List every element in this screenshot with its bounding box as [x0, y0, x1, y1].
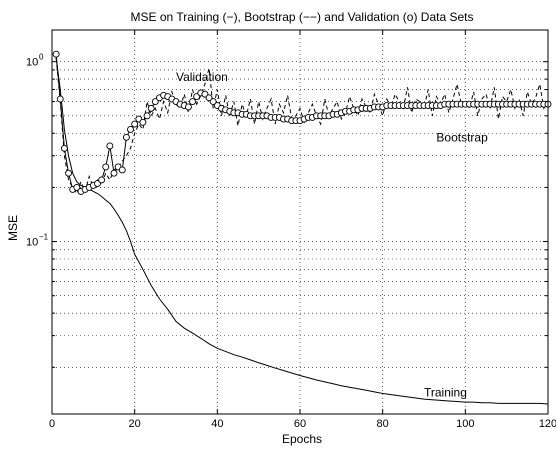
x-tick-label: 60: [294, 418, 306, 430]
annotation-bootstrap: Bootstrap: [436, 130, 488, 144]
grid: [52, 30, 548, 414]
validation-point: [205, 94, 213, 102]
y-tick-label: 10 0: [26, 53, 44, 69]
bootstrap-line: [55, 57, 549, 195]
annotation-validation: Validation: [176, 70, 228, 84]
x-tick-label: 80: [377, 418, 389, 430]
x-tick-label: 100: [456, 418, 474, 430]
x-axis-label: Epochs: [282, 432, 322, 446]
validation-point: [106, 142, 114, 150]
validation-point: [143, 112, 151, 120]
validation-point: [139, 118, 147, 126]
validation-point: [131, 120, 139, 128]
y-tick-label-exponent: −1: [39, 233, 49, 242]
validation-point: [147, 104, 155, 112]
annotation-training: Training: [424, 385, 467, 399]
validation-point: [110, 169, 118, 177]
validation-point: [209, 98, 217, 106]
validation-point: [60, 144, 68, 152]
x-tick-label: 0: [49, 418, 55, 430]
validation-point: [73, 183, 81, 191]
validation-point: [122, 133, 130, 141]
validation-point: [127, 125, 134, 133]
validation-point: [151, 98, 159, 106]
validation-point: [189, 98, 196, 106]
series-layer: [52, 50, 552, 405]
validation-point: [56, 95, 64, 103]
y-axis-label: MSE: [6, 215, 20, 241]
validation-point: [65, 169, 72, 177]
chart-title: MSE on Training (−), Bootstrap (−−) and …: [131, 10, 474, 24]
x-tick-label: 120: [539, 418, 556, 430]
x-tick-label: 40: [211, 418, 223, 430]
validation-point: [52, 50, 60, 58]
validation-point: [118, 166, 126, 174]
y-tick-label-base: 10: [26, 237, 38, 249]
validation-point: [98, 176, 106, 184]
validation-point: [184, 103, 192, 111]
training-line: [55, 57, 549, 405]
y-tick-label-base: 10: [26, 57, 38, 69]
y-tick-label: 10 −1: [26, 233, 49, 249]
validation-point: [102, 163, 110, 171]
y-tick-label-exponent: 0: [39, 53, 44, 62]
x-tick-label: 20: [129, 418, 141, 430]
